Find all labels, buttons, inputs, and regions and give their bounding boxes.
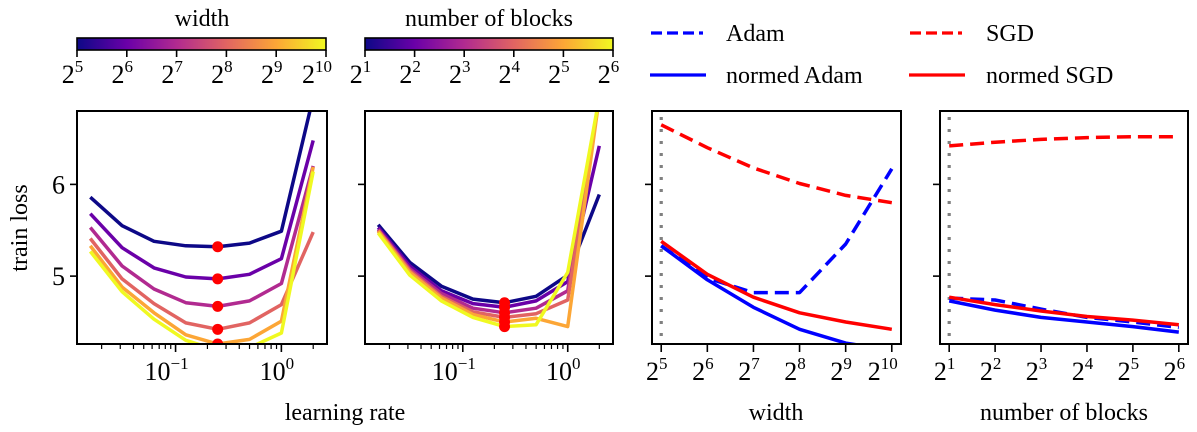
colorbar-tick-label: 26	[598, 57, 620, 89]
colorbar-tick-label: 29	[261, 57, 283, 89]
colorbar-gradient	[364, 37, 614, 51]
x-tick-label: 26	[1164, 354, 1186, 386]
plot-content	[947, 117, 1180, 344]
optimum-marker	[212, 241, 224, 253]
x-tick-label: 100	[546, 354, 581, 386]
colorbar-title: number of blocks	[405, 6, 573, 32]
axes-frame	[651, 110, 902, 345]
x-tick-label: 210	[868, 354, 898, 386]
colorbar-tick-label: 21	[350, 57, 372, 89]
plot-area	[652, 111, 901, 344]
panel-lr-blocks: 10−1 100	[358, 110, 614, 386]
colorbar-tick-label: 210	[302, 57, 332, 89]
panel-lr-width: 5 6 10−1 100	[52, 110, 328, 386]
colorbar-tick-label: 26	[112, 57, 134, 89]
colorbar-ticks: 25 26 27 28 29 210	[62, 50, 332, 89]
legend-item-adam: Adam	[651, 21, 785, 47]
colorbar-title: width	[175, 6, 230, 32]
x-tick-label: 24	[1072, 354, 1094, 386]
x-tick-label: 100	[260, 354, 295, 386]
x-axis-label-lr: learning rate	[285, 400, 406, 426]
legend-item-normed-adam: normed Adam	[650, 63, 863, 89]
series-line-normed-sgd	[948, 295, 1179, 327]
series-line-2-2	[376, 145, 602, 310]
x-axis-label-blocks: number of blocks	[980, 400, 1148, 426]
axes-frame	[76, 110, 328, 345]
axes-frame	[364, 110, 614, 345]
y-axis-label: train loss	[7, 184, 33, 271]
series-line-2-5	[89, 111, 312, 249]
optimum-marker	[212, 300, 224, 312]
series-line-2-10	[88, 171, 315, 344]
legend-item-normed-sgd: normed SGD	[909, 63, 1113, 89]
colorbar-tick-label: 25	[62, 57, 84, 89]
legend-label: Adam	[726, 21, 785, 47]
series-line-sgd	[949, 134, 1179, 148]
series-line-2-6	[376, 111, 599, 329]
plot-content	[659, 117, 894, 344]
series-line-sgd	[660, 123, 893, 205]
x-tick-label: 23	[1026, 354, 1048, 386]
plot-content	[376, 111, 602, 333]
plot-content	[88, 111, 315, 356]
panel-width-scaling: 25 26 27 28 29 210	[645, 110, 902, 386]
colorbar-tick-label: 27	[161, 57, 183, 89]
x-tick-label: 25	[1118, 354, 1140, 386]
colorbar-width: width 25 26 27 28 29 210	[62, 6, 332, 89]
series-line-2-8	[88, 231, 315, 332]
y-tick-label: 6	[52, 170, 65, 199]
x-axis-label-width: width	[749, 400, 804, 426]
colorbar-tick-label: 22	[399, 57, 421, 89]
panel-depth-scaling: 21 22 23 24 25 26	[933, 110, 1189, 386]
series-line-normed-adam	[660, 244, 863, 344]
colorbar-ticks: 21 22 23 24 25 26	[350, 50, 620, 89]
legend-label: SGD	[986, 21, 1034, 47]
x-tick-label: 25	[646, 354, 668, 386]
colorbar-blocks: number of blocks 21 22 23 24 25 26	[350, 6, 620, 89]
optimum-marker	[212, 345, 223, 356]
x-tick-label: 10−1	[432, 354, 476, 386]
optimum-marker	[212, 273, 224, 285]
colorbar-tick-label: 24	[499, 57, 521, 89]
axes-frame	[939, 110, 1189, 345]
legend-item-sgd: SGD	[910, 21, 1034, 47]
series-line-normed-sgd	[660, 239, 893, 332]
x-tick-label: 26	[692, 354, 714, 386]
series-line-2-6	[89, 139, 315, 281]
colorbar-tick-label: 28	[211, 57, 233, 89]
y-tick-label: 5	[52, 262, 65, 291]
legend-label: normed Adam	[726, 63, 863, 89]
colorbar-tick-label: 23	[449, 57, 471, 89]
x-tick-label: 27	[738, 354, 760, 386]
x-tick-label: 28	[784, 354, 806, 386]
series-line-2-7	[88, 165, 315, 309]
optimum-marker	[212, 323, 224, 335]
series-line-2-5	[376, 111, 600, 329]
legend-label: normed SGD	[986, 63, 1113, 89]
optimum-marker	[499, 321, 511, 333]
x-tick-label: 22	[980, 354, 1002, 386]
series-line-normed-adam	[948, 299, 1180, 334]
x-tick-label: 10−1	[145, 354, 189, 386]
colorbar-gradient	[76, 37, 327, 51]
optimum-marker	[212, 338, 224, 344]
plot-area	[940, 111, 1188, 344]
colorbar-tick-label: 25	[548, 57, 570, 89]
legend: Adam normed Adam SGD normed SGD	[650, 21, 1113, 89]
x-tick-label: 29	[830, 354, 852, 386]
x-tick-label: 21	[934, 354, 956, 386]
series-line-2-9	[88, 166, 315, 344]
